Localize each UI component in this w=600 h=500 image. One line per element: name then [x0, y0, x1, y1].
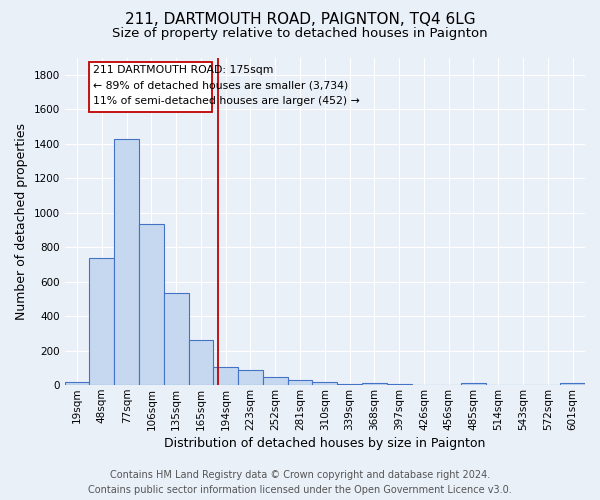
Bar: [263, 377, 287, 385]
Bar: [139, 224, 164, 385]
Text: Contains HM Land Registry data © Crown copyright and database right 2024.
Contai: Contains HM Land Registry data © Crown c…: [88, 470, 512, 495]
Bar: [89, 258, 114, 385]
Text: Size of property relative to detached houses in Paignton: Size of property relative to detached ho…: [112, 28, 488, 40]
Bar: [89, 62, 212, 112]
Text: 11% of semi-detached houses are larger (452) →: 11% of semi-detached houses are larger (…: [92, 96, 359, 106]
Text: 211 DARTMOUTH ROAD: 175sqm: 211 DARTMOUTH ROAD: 175sqm: [92, 66, 273, 76]
Bar: [164, 293, 188, 385]
Bar: [362, 383, 387, 385]
Bar: [560, 384, 585, 385]
Text: ← 89% of detached houses are smaller (3,734): ← 89% of detached houses are smaller (3,…: [92, 80, 348, 90]
Bar: [461, 383, 486, 385]
Text: 211, DARTMOUTH ROAD, PAIGNTON, TQ4 6LG: 211, DARTMOUTH ROAD, PAIGNTON, TQ4 6LG: [125, 12, 475, 28]
Bar: [287, 380, 313, 385]
Bar: [412, 384, 436, 385]
Bar: [337, 384, 362, 385]
Bar: [65, 382, 89, 385]
Bar: [188, 340, 214, 385]
Bar: [114, 140, 139, 385]
Bar: [214, 368, 238, 385]
Y-axis label: Number of detached properties: Number of detached properties: [15, 123, 28, 320]
Bar: [387, 384, 412, 385]
X-axis label: Distribution of detached houses by size in Paignton: Distribution of detached houses by size …: [164, 437, 485, 450]
Bar: [313, 382, 337, 385]
Bar: [238, 370, 263, 385]
